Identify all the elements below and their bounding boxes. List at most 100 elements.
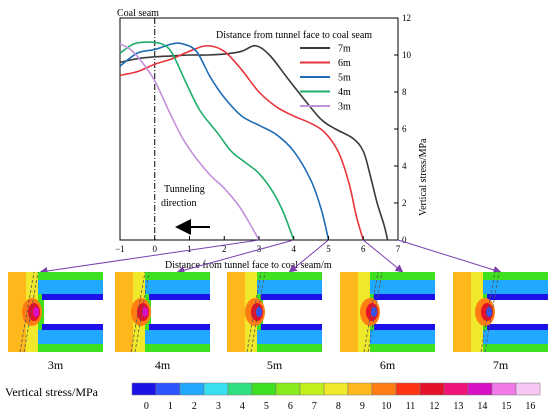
panel-coal-zone (227, 272, 245, 352)
annotation-line1: Tunneling (164, 184, 205, 195)
contour-panel-6m: 6m (340, 271, 435, 372)
panel-connector-arrows (39, 239, 502, 275)
panel-label: 5m (267, 358, 283, 372)
series-line-3m (119, 43, 260, 241)
colorbar-swatch (467, 382, 493, 396)
connector-arrow (362, 239, 404, 273)
colorbar-tick-label: 1 (168, 401, 173, 412)
connector-arrow (288, 239, 329, 273)
panel-lower-low-zone (145, 330, 210, 344)
panel-lower-low-zone (370, 330, 435, 344)
contour-panel-4m: 4m (115, 271, 210, 372)
colorbar-swatch (419, 382, 445, 396)
panel-upper-low-zone (370, 280, 435, 294)
panel-upper-min-band (261, 294, 322, 300)
x-tick-label: 1 (187, 244, 192, 254)
colorbar-tick-label: 13 (453, 401, 463, 412)
connector-arrow (39, 239, 260, 275)
panel-seam-line (363, 271, 379, 353)
panel-label: 6m (380, 358, 396, 372)
panel-upper-low-zone (257, 280, 322, 294)
y-tick-label: 10 (402, 50, 412, 60)
colorbar-tick-label: 14 (477, 401, 487, 412)
x-tick-label: 2 (222, 244, 227, 254)
legend-title: Distance from tunnel face to coal seam (216, 30, 372, 41)
y-tick-label: 0 (402, 235, 407, 245)
panel-seam-line (19, 271, 35, 353)
y-axis-label: Vertical stress/MPa (418, 138, 429, 216)
x-tick-label: 6 (361, 244, 366, 254)
x-tick-label: −1 (115, 244, 125, 254)
colorbar: 0 1 2 3 4 5 6 7 8 9 10 11 12 13 14 15 16 (131, 382, 541, 412)
connector-arrow (397, 239, 502, 274)
panel-seam-line (250, 271, 266, 353)
panel-seam-line (246, 271, 262, 353)
panel-lower-low-zone (257, 330, 322, 344)
colorbar-swatch (275, 382, 301, 396)
colorbar-tick-label: 0 (144, 401, 149, 412)
contour-panel-3m: 3m (8, 271, 103, 372)
y-tick-label: 8 (402, 87, 407, 97)
colorbar-tick-label: 5 (264, 401, 269, 412)
panel-coal-zone (8, 272, 26, 352)
panel-coal-zone (340, 272, 358, 352)
colorbar-tick-label: 16 (525, 401, 535, 412)
panel-lower-min-band (487, 324, 548, 330)
panel-seam-line (134, 271, 150, 353)
colorbar-tick-label: 15 (501, 401, 511, 412)
panel-lower-min-band (261, 324, 322, 330)
colorbar-tick-label: 4 (240, 401, 245, 412)
colorbar-tick-label: 12 (429, 401, 439, 412)
panel-seam-line (480, 271, 496, 353)
series-line-4m (119, 41, 295, 241)
series-line-5m (119, 42, 330, 241)
legend-label-4m: 4m (338, 87, 351, 98)
colorbar-swatch (515, 382, 541, 396)
panel-upper-low-zone (483, 280, 548, 294)
panel-upper-low-zone (38, 280, 103, 294)
legend-label-7m: 7m (338, 44, 351, 55)
colorbar-tick-label: 11 (406, 401, 416, 412)
colorbar-swatch (203, 382, 229, 396)
x-tick-label: 7 (396, 244, 401, 254)
panel-seam-line (484, 271, 500, 353)
colorbar-swatch (299, 382, 325, 396)
colorbar-swatch (443, 382, 469, 396)
colorbar-tick-label: 6 (288, 401, 293, 412)
panel-face-marker (256, 307, 262, 317)
panel-lower-min-band (374, 324, 435, 330)
legend-label-5m: 5m (338, 73, 351, 84)
panel-upper-low-zone (145, 280, 210, 294)
panel-label: 3m (48, 358, 64, 372)
coal-seam-label: Coal seam (117, 8, 159, 19)
colorbar-swatch (131, 382, 157, 396)
panel-tunnel (489, 300, 548, 324)
colorbar-swatch (155, 382, 181, 396)
y-tick-label: 4 (402, 161, 407, 171)
x-axis-label: Distance from tunnel face to coal seam/m (165, 260, 332, 271)
panel-lower-min-band (42, 324, 103, 330)
y-tick-label: 12 (402, 13, 411, 23)
colorbar-tick-label: 8 (336, 401, 341, 412)
panel-seam-line (130, 271, 146, 353)
panel-lower-low-zone (483, 330, 548, 344)
x-tick-label: 5 (326, 244, 331, 254)
colorbar-swatch (251, 382, 277, 396)
connector-arrow (176, 239, 294, 274)
colorbar-tick-label: 9 (360, 401, 365, 412)
colorbar-swatch (179, 382, 205, 396)
panel-tunnel (376, 300, 435, 324)
contour-panels: 3m 4m 5m 6m 7m (8, 271, 548, 372)
contour-panel-7m: 7m (453, 271, 548, 372)
x-tick-label: 4 (292, 244, 297, 254)
panel-label: 4m (155, 358, 171, 372)
panel-seam-line (23, 271, 39, 353)
colorbar-tick-label: 2 (192, 401, 197, 412)
panel-face-marker (371, 307, 377, 317)
panel-coal-zone (115, 272, 133, 352)
panel-upper-min-band (42, 294, 103, 300)
x-tick-label: 0 (153, 244, 158, 254)
colorbar-tick-label: 7 (312, 401, 317, 412)
colorbar-tick-label: 10 (381, 401, 391, 412)
panel-seam-line (367, 271, 383, 353)
